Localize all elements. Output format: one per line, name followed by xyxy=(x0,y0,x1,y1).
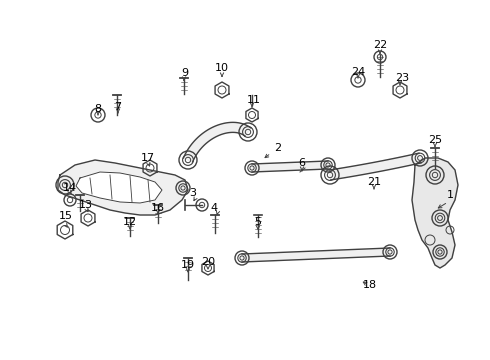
Text: 16: 16 xyxy=(151,203,165,213)
Text: 14: 14 xyxy=(63,183,77,193)
Text: 1: 1 xyxy=(446,190,454,200)
Text: 23: 23 xyxy=(395,73,409,83)
Text: 10: 10 xyxy=(215,63,229,73)
Polygon shape xyxy=(183,122,251,162)
Text: 15: 15 xyxy=(59,211,73,221)
Polygon shape xyxy=(76,172,162,203)
Text: 24: 24 xyxy=(351,67,365,77)
Text: 18: 18 xyxy=(363,280,377,290)
Polygon shape xyxy=(58,160,188,215)
Text: 13: 13 xyxy=(79,200,93,210)
Text: 12: 12 xyxy=(123,217,137,227)
Text: 21: 21 xyxy=(367,177,381,187)
Text: 5: 5 xyxy=(254,217,262,227)
Polygon shape xyxy=(329,153,421,180)
Text: 22: 22 xyxy=(373,40,387,50)
Text: 19: 19 xyxy=(181,260,195,270)
Text: 2: 2 xyxy=(274,143,282,153)
Text: 8: 8 xyxy=(95,104,101,114)
Polygon shape xyxy=(242,248,390,262)
Text: 25: 25 xyxy=(428,135,442,145)
Text: 17: 17 xyxy=(141,153,155,163)
Text: 3: 3 xyxy=(190,188,196,198)
Text: 9: 9 xyxy=(181,68,189,78)
Polygon shape xyxy=(252,161,328,172)
Text: 6: 6 xyxy=(298,158,305,168)
Text: 4: 4 xyxy=(210,203,218,213)
Text: 20: 20 xyxy=(201,257,215,267)
Text: 7: 7 xyxy=(115,102,122,112)
Polygon shape xyxy=(412,158,458,268)
Text: 11: 11 xyxy=(247,95,261,105)
